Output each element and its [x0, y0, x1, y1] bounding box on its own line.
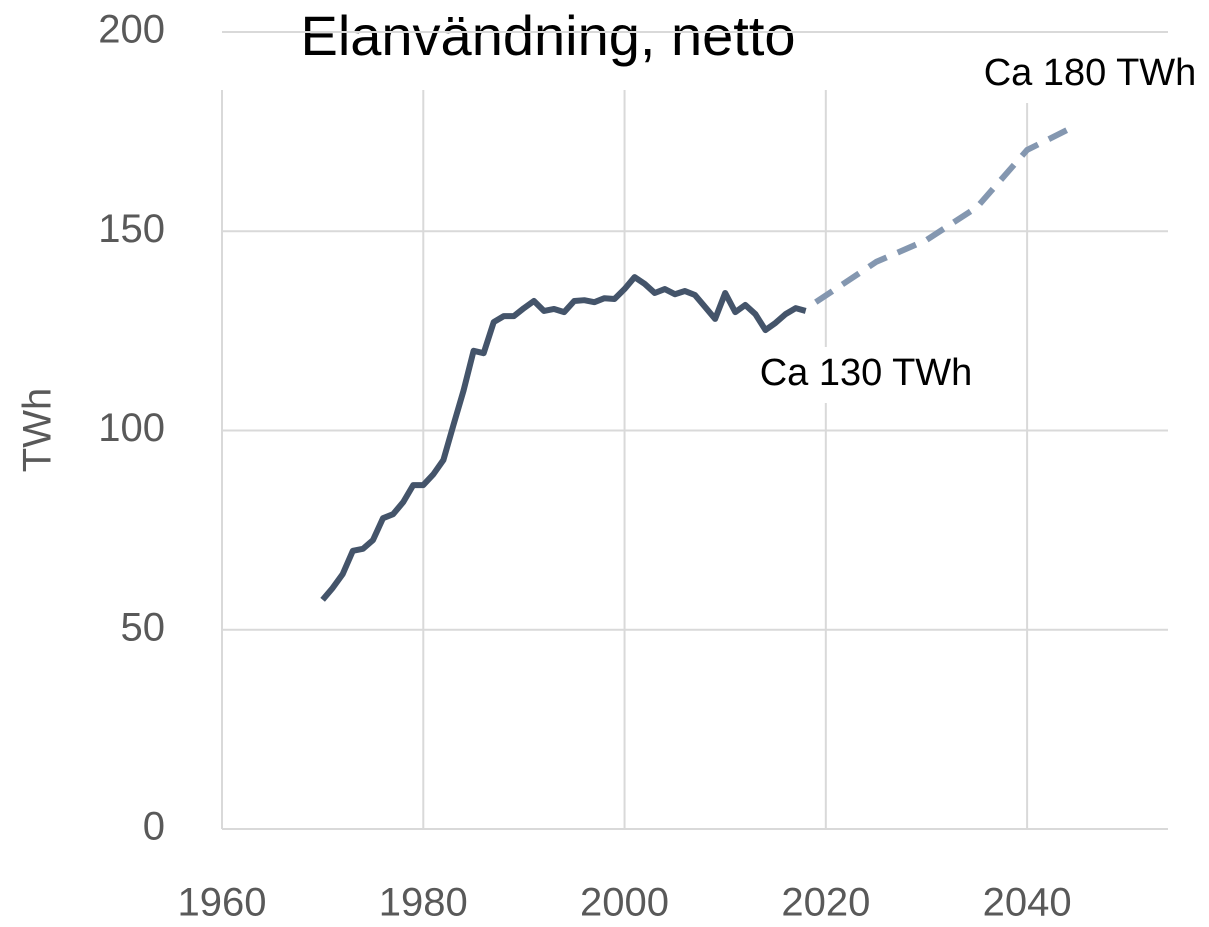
annotation-bg	[746, 347, 986, 403]
y-axis-label: TWh	[16, 388, 60, 472]
x-tick-label: 2040	[983, 881, 1072, 925]
x-tick-label: 2020	[781, 881, 870, 925]
x-tick-label: 1980	[379, 881, 468, 925]
x-tick-label: 2000	[580, 881, 669, 925]
annotation: Ca 130 TWh	[760, 352, 973, 394]
annotation: Ca 180 TWh	[984, 52, 1197, 94]
y-tick-label: 50	[121, 605, 166, 649]
y-tick-label: 0	[143, 805, 165, 849]
series-line	[320, 274, 807, 602]
y-tick-label: 100	[98, 406, 165, 450]
chart-title: Elanvändning, netto	[300, 4, 795, 67]
y-tick-label: 200	[98, 8, 165, 52]
annotation-bg	[970, 47, 1209, 103]
series-line	[814, 122, 1079, 305]
y-tick-label: 150	[98, 207, 165, 251]
x-tick-label: 1960	[178, 881, 267, 925]
